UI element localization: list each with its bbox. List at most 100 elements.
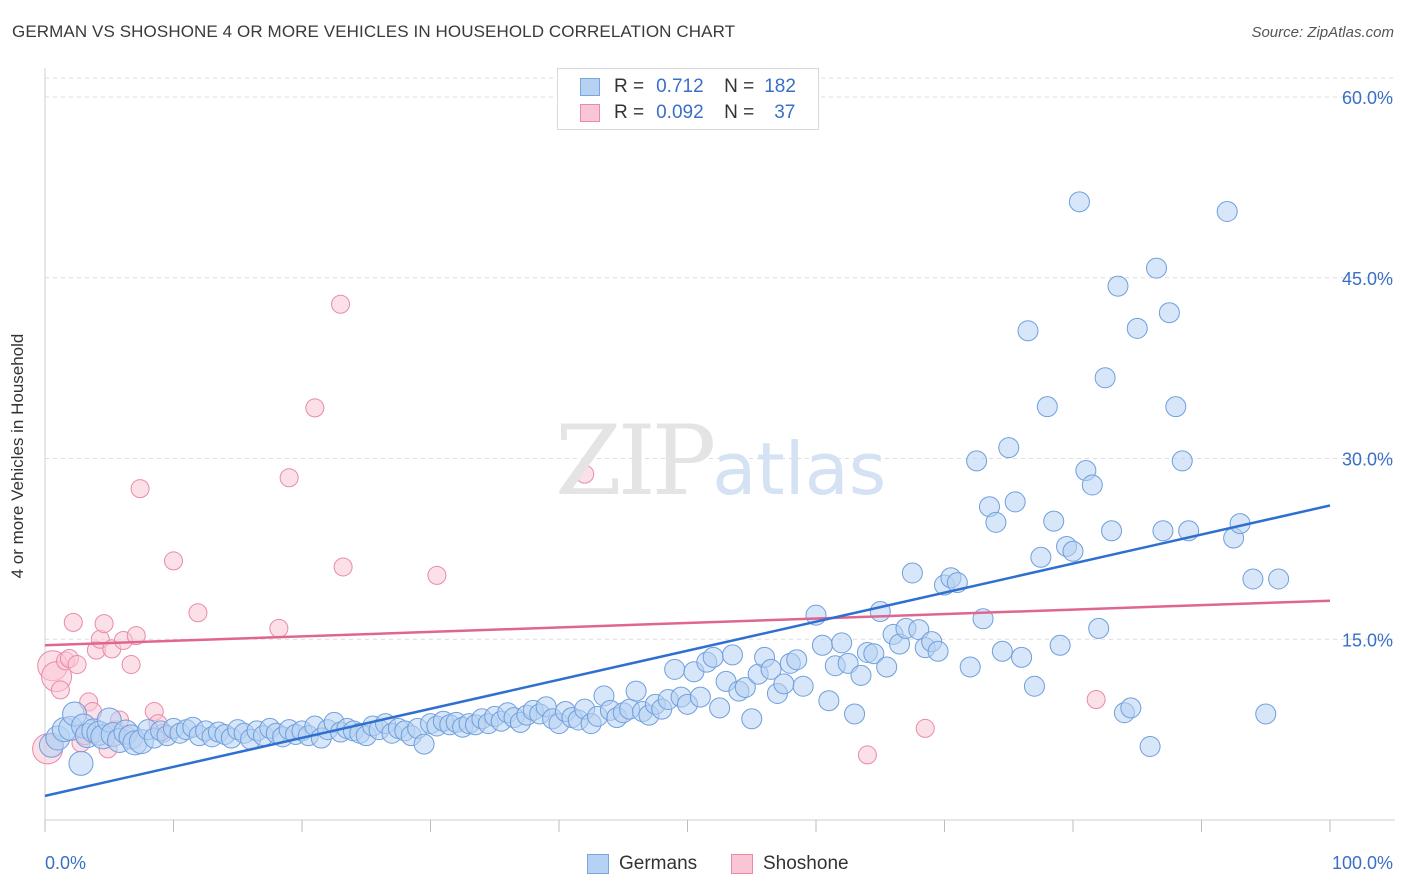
german-point: [1268, 568, 1290, 590]
german-point: [1081, 474, 1103, 496]
german-point: [786, 649, 808, 671]
german-point: [1030, 546, 1052, 568]
german-point: [1242, 568, 1264, 590]
german-point: [773, 673, 795, 695]
r-label: R =: [614, 76, 645, 97]
german-point: [689, 686, 711, 708]
watermark-atlas: atlas: [712, 427, 887, 511]
german-point: [1120, 697, 1142, 719]
german-point: [68, 750, 94, 776]
german-point: [1004, 491, 1026, 513]
y-tick-label: 60.0%: [1342, 88, 1393, 108]
legend-item-germans: Germans: [587, 852, 697, 876]
y-tick-label: 45.0%: [1342, 269, 1393, 289]
german-point: [1017, 320, 1039, 342]
german-point: [998, 437, 1020, 459]
shoshone-legend-label: Shoshone: [763, 853, 849, 874]
x-tick-label-end: 100.0%: [1332, 853, 1393, 873]
germans-legend-label: Germans: [619, 853, 698, 874]
german-point: [1107, 275, 1129, 297]
shoshone-point: [305, 398, 325, 418]
r-value: 0.712: [656, 76, 704, 97]
y-tick-label: 30.0%: [1342, 450, 1393, 470]
shoshone-point: [50, 680, 70, 700]
shoshone-point: [121, 655, 141, 675]
stats-legend: R = 0.712 N = 182 R = 0.092 N = 37: [557, 68, 819, 130]
x-tick-label-start: 0.0%: [45, 853, 86, 873]
german-point: [1043, 510, 1065, 532]
shoshone-point: [1086, 690, 1106, 709]
german-point: [413, 733, 435, 755]
german-point: [709, 697, 731, 719]
german-point: [959, 656, 981, 678]
german-point: [1023, 675, 1045, 697]
shoshone-point: [67, 655, 87, 675]
shoshone-point: [130, 479, 150, 499]
shoshone-point: [915, 718, 935, 738]
german-point: [1255, 703, 1277, 725]
shoshone-trend-line: [44, 599, 1331, 647]
german-point: [1088, 617, 1110, 639]
german-point: [1062, 540, 1084, 562]
german-point: [927, 640, 949, 662]
shoshone-point: [94, 614, 114, 634]
shoshone-point: [331, 294, 351, 314]
german-point: [1165, 396, 1187, 418]
legend-item-shoshone: Shoshone: [731, 852, 849, 876]
german-point: [1011, 646, 1033, 668]
chart-source: Source: ZipAtlas.com: [1251, 24, 1394, 41]
german-point: [831, 632, 853, 654]
german-point: [1216, 200, 1238, 222]
germans-swatch: [580, 78, 600, 96]
german-point: [985, 511, 1007, 533]
shoshone-point: [126, 626, 146, 646]
y-tick-label: 15.0%: [1342, 630, 1393, 650]
german-point: [1036, 396, 1058, 418]
german-point: [721, 644, 743, 666]
n-label: N =: [724, 76, 755, 97]
german-point: [1139, 735, 1161, 757]
stats-row-shoshone: R = 0.092 N = 37: [580, 101, 795, 125]
german-point: [818, 690, 840, 712]
german-point: [734, 676, 756, 698]
shoshone-point: [269, 618, 289, 638]
german-point: [702, 646, 724, 668]
n-label: N =: [724, 102, 755, 123]
german-point: [1068, 191, 1090, 213]
german-point: [901, 562, 923, 584]
german-point: [837, 652, 859, 674]
watermark-zip: ZIP: [555, 405, 716, 517]
shoshone-point: [164, 551, 183, 571]
y-axis-label: 4 or more Vehicles in Household: [8, 333, 27, 579]
r-label: R =: [614, 102, 645, 123]
german-point: [850, 664, 872, 686]
shoshone-point: [63, 612, 83, 632]
shoshone-point: [857, 745, 877, 765]
german-point: [1101, 520, 1123, 542]
german-point: [741, 708, 763, 730]
german-point: [844, 703, 866, 725]
shoshone-swatch: [580, 104, 600, 122]
shoshone-point: [279, 468, 299, 488]
shoshone-legend-swatch: [731, 854, 753, 874]
shoshone-point: [575, 464, 595, 484]
german-point: [792, 675, 814, 697]
chart-title: GERMAN VS SHOSHONE 4 OR MORE VEHICLES IN…: [12, 22, 736, 41]
german-point: [625, 680, 647, 702]
german-point: [1171, 450, 1193, 472]
stats-row-germans: R = 0.712 N = 182: [580, 75, 796, 99]
n-value: 37: [774, 102, 796, 123]
germans-legend-swatch: [587, 854, 609, 874]
german-point: [1094, 367, 1116, 389]
shoshone-point: [188, 603, 208, 623]
german-point: [966, 450, 988, 472]
german-trend-line: [44, 504, 1331, 798]
german-point: [1126, 317, 1148, 339]
german-point: [811, 634, 833, 656]
german-point: [876, 656, 898, 678]
german-point: [863, 643, 885, 665]
shoshone-point: [333, 557, 353, 577]
watermark: ZIPatlas: [555, 405, 886, 517]
n-value: 182: [764, 76, 796, 97]
